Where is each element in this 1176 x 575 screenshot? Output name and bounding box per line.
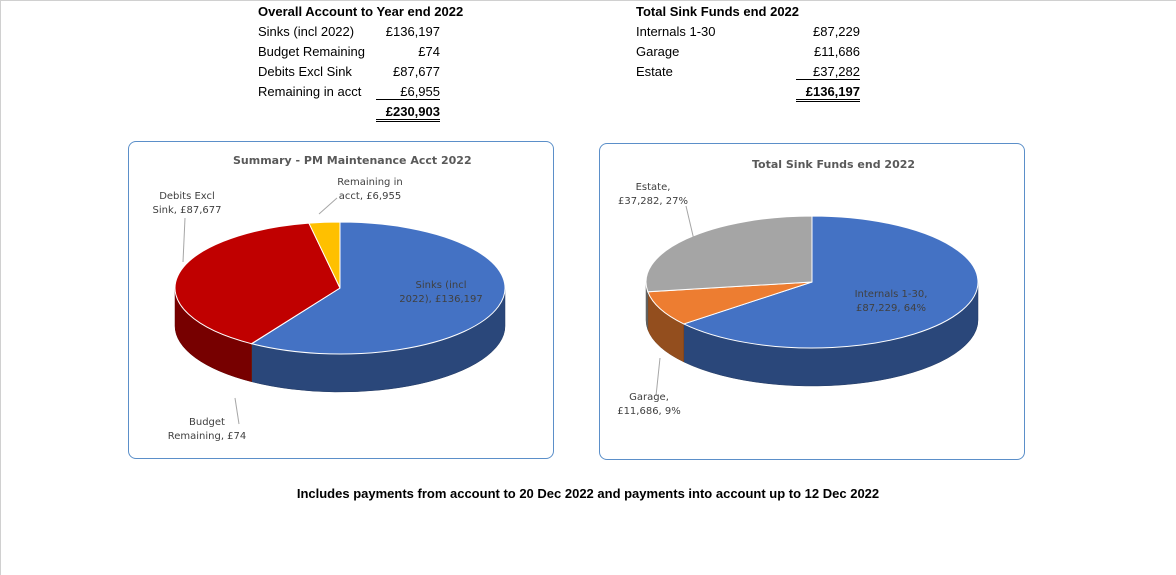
overall-row-value: £74 xyxy=(418,44,440,59)
overall-row-label: Sinks (incl 2022) xyxy=(258,24,355,39)
sink-row-label: Garage xyxy=(636,44,680,59)
overall-row-value: £87,677 xyxy=(393,64,440,79)
sink-funds-title: Total Sink Funds end 2022 xyxy=(636,4,800,19)
sink-row-label: Internals 1-30 xyxy=(636,24,716,39)
data-label-estate: Estate, £37,282, 27% xyxy=(618,182,688,207)
pie-slice-garage xyxy=(647,281,813,325)
overall-row-label: Remaining in acct xyxy=(258,84,362,99)
pie-slice-sinks xyxy=(250,221,506,355)
data-label-debits: Debits Excl Sink, £87,677 xyxy=(152,191,222,216)
sink-row-label: Estate xyxy=(636,64,673,79)
summary-pie-chart xyxy=(174,197,506,425)
sink-funds-total: £136,197 xyxy=(796,84,860,102)
leader-line-budget xyxy=(234,397,240,425)
overall-row-label: Budget Remaining xyxy=(258,44,365,59)
overall-account-title: Overall Account to Year end 2022 xyxy=(258,4,464,19)
overall-row-label: Debits Excl Sink xyxy=(258,64,352,79)
sink-funds-chart-panel[interactable]: Total Sink Funds end 2022 Estate, £37,282… xyxy=(599,143,1025,460)
chart-title: Summary - PM Maintenance Acct 2022 xyxy=(233,154,472,167)
sink-row-value: £11,686 xyxy=(813,44,860,59)
data-label-sinks: Sinks (incl 2022), £136,197 xyxy=(399,280,483,305)
pie-slice-estate xyxy=(645,215,813,293)
pie-slice-internals xyxy=(682,215,979,349)
leader-line-debits xyxy=(182,217,186,263)
data-label-remaining: Remaining in acct, £6,955 xyxy=(337,177,403,202)
data-label-internals: Internals 1-30, £87,229, 64% xyxy=(854,289,928,314)
overall-total: £230,903 xyxy=(376,104,440,122)
data-label-garage: Garage, £11,686, 9% xyxy=(617,392,681,417)
footer-note: Includes payments from account to 20 Dec… xyxy=(296,486,880,501)
sink-row-value: £37,282 xyxy=(796,64,860,80)
leader-line-estate xyxy=(685,205,695,241)
sheet-top-border xyxy=(0,0,1176,1)
sink-row-value: £87,229 xyxy=(813,24,860,39)
pie-slice-remaining xyxy=(308,221,341,289)
data-label-budget: Budget Remaining, £74 xyxy=(167,417,247,442)
pie-side-walls xyxy=(645,281,979,387)
pie-slice-debits xyxy=(174,222,341,345)
leader-line-garage xyxy=(655,357,661,397)
chart-title: Total Sink Funds end 2022 xyxy=(752,158,916,171)
summary-chart-panel[interactable]: Summary - PM Maintenance Acct 2022 Debit… xyxy=(128,141,554,459)
leader-line-remaining xyxy=(318,197,338,215)
overall-row-value: £136,197 xyxy=(385,24,440,39)
overall-row-value: £6,955 xyxy=(376,84,440,100)
sink-funds-pie-chart xyxy=(645,205,979,397)
sheet-left-border xyxy=(0,0,1,575)
